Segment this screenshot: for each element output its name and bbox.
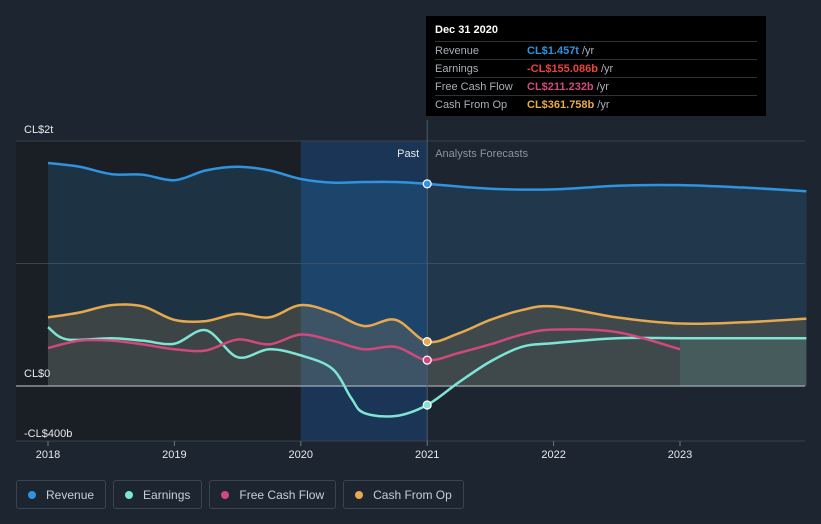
y-tick-label: -CL$400b bbox=[24, 428, 72, 440]
y-tick-label: CL$0 bbox=[24, 368, 50, 380]
revenue-dot-icon bbox=[28, 490, 36, 499]
x-tick-label: 2022 bbox=[541, 449, 565, 461]
tooltip-label: Earnings bbox=[435, 62, 479, 75]
marker-earnings bbox=[422, 400, 432, 410]
series-line-cash-from-op bbox=[47, 303, 807, 344]
legend-item-revenue[interactable]: Revenue bbox=[16, 480, 107, 509]
series-line-revenue bbox=[47, 161, 807, 193]
series-area-earnings bbox=[680, 338, 807, 386]
legend-label: Free Cash Flow bbox=[239, 487, 325, 502]
legend-item-cash-from-op[interactable]: Cash From Op bbox=[343, 480, 464, 509]
legend-item-free-cash-flow[interactable]: Free Cash Flow bbox=[209, 480, 337, 509]
tooltip-value: -CL$155.086b bbox=[527, 62, 598, 75]
tooltip-row-cash-from-op: Cash From Op CL$361.758b /yr bbox=[435, 95, 757, 113]
legend-label: Earnings bbox=[143, 487, 191, 502]
series-line-earnings bbox=[47, 326, 807, 418]
tooltip-row-free-cash-flow: Free Cash Flow CL$211.232b /yr bbox=[435, 77, 757, 95]
tooltip-value: CL$361.758b bbox=[527, 98, 595, 111]
tooltip-unit: /yr bbox=[596, 80, 609, 93]
tooltip-label: Revenue bbox=[435, 44, 480, 57]
highlight-region bbox=[300, 141, 428, 441]
earnings-dot-icon bbox=[125, 490, 134, 499]
chart-tooltip: Dec 31 2020 Revenue CL$1.457t /yr Earnin… bbox=[426, 16, 766, 116]
legend-item-earnings[interactable]: Earnings bbox=[113, 480, 203, 509]
tooltip-row-revenue: Revenue CL$1.457t /yr bbox=[435, 41, 757, 59]
marker-cash-from-op bbox=[422, 337, 432, 347]
x-tick-label: 2019 bbox=[162, 449, 186, 461]
past-label: Past bbox=[397, 148, 419, 160]
x-tick-label: 2023 bbox=[668, 449, 692, 461]
tooltip-unit: /yr bbox=[600, 62, 614, 75]
x-tick-label: 2018 bbox=[36, 449, 60, 461]
x-tick-label: 2021 bbox=[415, 449, 439, 461]
chart-svg: CL$2t CL$0 -CL$400b 2018 2019 2020 2021 2022 202… bbox=[16, 120, 807, 461]
tooltip-label: Free Cash Flow bbox=[435, 80, 513, 93]
tooltip-value: CL$211.232b bbox=[527, 80, 594, 93]
chart-legend: Revenue Earnings Free Cash Flow Cash Fro… bbox=[16, 480, 464, 510]
x-tick-label: 2020 bbox=[289, 449, 313, 461]
series-line-free-cash-flow bbox=[47, 328, 681, 362]
forecast-label: Analysts Forecasts bbox=[435, 148, 528, 160]
marker-free-cash-flow bbox=[422, 355, 432, 365]
tooltip-row-earnings: Earnings -CL$155.086b /yr bbox=[435, 59, 757, 77]
tooltip-value: CL$1.457t bbox=[527, 44, 579, 57]
y-tick-label: CL$2t bbox=[24, 124, 53, 136]
tooltip-unit: /yr bbox=[597, 98, 610, 111]
legend-label: Revenue bbox=[46, 487, 95, 502]
free-cash-flow-dot-icon bbox=[221, 490, 230, 499]
tooltip-date: Dec 31 2020 bbox=[435, 24, 498, 36]
legend-label: Cash From Op bbox=[373, 487, 452, 502]
marker-revenue bbox=[422, 179, 432, 189]
cash-from-op-dot-icon bbox=[355, 490, 364, 499]
tooltip-unit: /yr bbox=[581, 44, 595, 57]
tooltip-label: Cash From Op bbox=[435, 98, 508, 111]
